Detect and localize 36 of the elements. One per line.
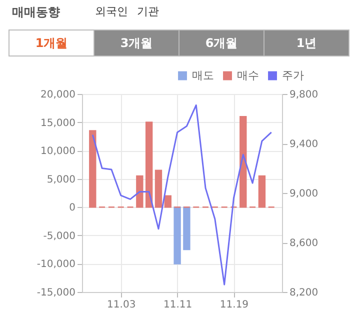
- bar: [136, 175, 144, 208]
- x-tick-label: 11.11: [163, 300, 192, 310]
- line-series: [92, 104, 272, 286]
- bar: [174, 206, 181, 264]
- x-tick-label: 11.03: [107, 300, 136, 310]
- y2-tick-label: 9,800: [290, 90, 318, 100]
- y-tick-label: 20,000: [40, 90, 76, 100]
- text: 1개월: [35, 36, 68, 50]
- text: 6개월: [205, 36, 238, 50]
- bar: [183, 206, 190, 250]
- y-tick-label: 5,000: [46, 174, 76, 186]
- y2-tick-label: 8,600: [290, 238, 318, 249]
- text: 외국인: [95, 5, 128, 18]
- y-tick-label: 10,000: [40, 146, 76, 158]
- legend-label: 매수: [237, 68, 259, 82]
- bar: [240, 116, 247, 208]
- legend-label: 주가: [282, 68, 304, 82]
- y2-tick-label: 8,200: [290, 288, 318, 298]
- bar: [258, 175, 266, 208]
- bar: [164, 195, 172, 208]
- y-tick-label: 0: [69, 202, 76, 214]
- legend-label: 매도: [192, 68, 214, 82]
- y-tick-label: 15,000: [40, 118, 76, 129]
- bar: [89, 130, 96, 208]
- y2-tick-label: 9,400: [290, 139, 318, 150]
- chart-title: 매매동향: [12, 5, 60, 19]
- x-tick-label: 11.19: [220, 300, 249, 310]
- y-tick-label: -15,000: [36, 288, 76, 298]
- text: 기관: [137, 5, 159, 18]
- bar: [145, 122, 153, 208]
- text: 3개월: [120, 36, 153, 50]
- bar: [154, 170, 162, 208]
- y-tick-label: -5,000: [43, 230, 76, 242]
- text: 1년: [296, 36, 317, 50]
- y-tick-label: -10,000: [36, 259, 76, 270]
- y2-tick-label: 9,000: [290, 188, 318, 200]
